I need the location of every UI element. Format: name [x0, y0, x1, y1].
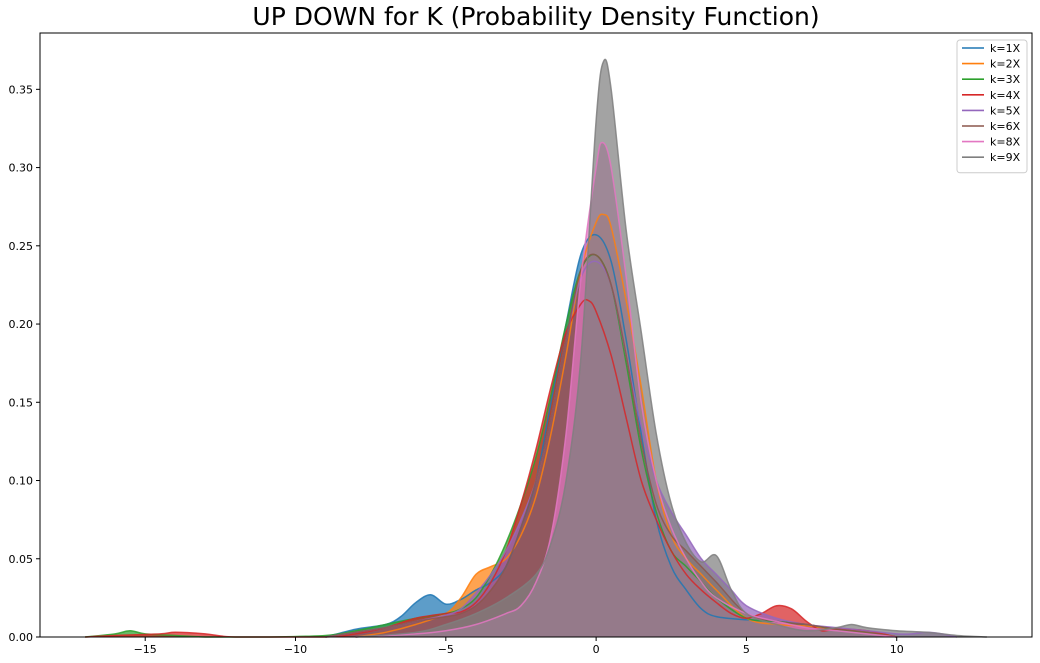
legend-label: k=3X: [990, 73, 1021, 86]
legend-label: k=6X: [990, 120, 1021, 133]
legend-label: k=1X: [990, 42, 1021, 55]
x-axis: −15 −10 −5 0 5 10: [134, 637, 904, 656]
y-tick-label: 0.35: [9, 83, 34, 96]
legend-label: k=5X: [990, 104, 1021, 117]
y-tick-label: 0.00: [9, 631, 34, 644]
legend-label: k=8X: [990, 136, 1021, 149]
line-k=8X: [355, 141, 897, 638]
legend-label: k=9X: [990, 151, 1021, 164]
chart-title: UP DOWN for K (Probability Density Funct…: [252, 2, 820, 31]
y-tick-label: 0.25: [9, 240, 34, 253]
y-tick-label: 0.20: [9, 318, 34, 331]
legend-label: k=2X: [990, 58, 1021, 71]
y-axis: 0.00 0.05 0.10 0.15 0.20 0.25 0.30 0.35: [9, 83, 40, 644]
legend: k=1X k=2X k=3X k=4X k=5X k=6X k=8X k=9X: [956, 39, 1028, 174]
line-k=1X: [325, 233, 897, 638]
legend-label: k=4X: [990, 89, 1021, 102]
legend-frame: [956, 39, 1028, 174]
x-tick-label: 0: [593, 643, 600, 656]
y-tick-label: 0.10: [9, 475, 34, 488]
x-tick-label: −15: [134, 643, 157, 656]
x-tick-label: −5: [438, 643, 454, 656]
x-tick-label: −10: [284, 643, 307, 656]
x-tick-label: 10: [890, 643, 904, 656]
line-k=9X: [355, 58, 987, 638]
series-lines: [85, 58, 987, 638]
x-tick-label: 5: [743, 643, 750, 656]
y-tick-label: 0.30: [9, 162, 34, 175]
area-k=9X: [355, 59, 987, 637]
area-fills: [85, 59, 987, 638]
plot-frame: [39, 32, 1033, 638]
y-tick-label: 0.15: [9, 396, 34, 409]
y-tick-label: 0.05: [9, 553, 34, 566]
